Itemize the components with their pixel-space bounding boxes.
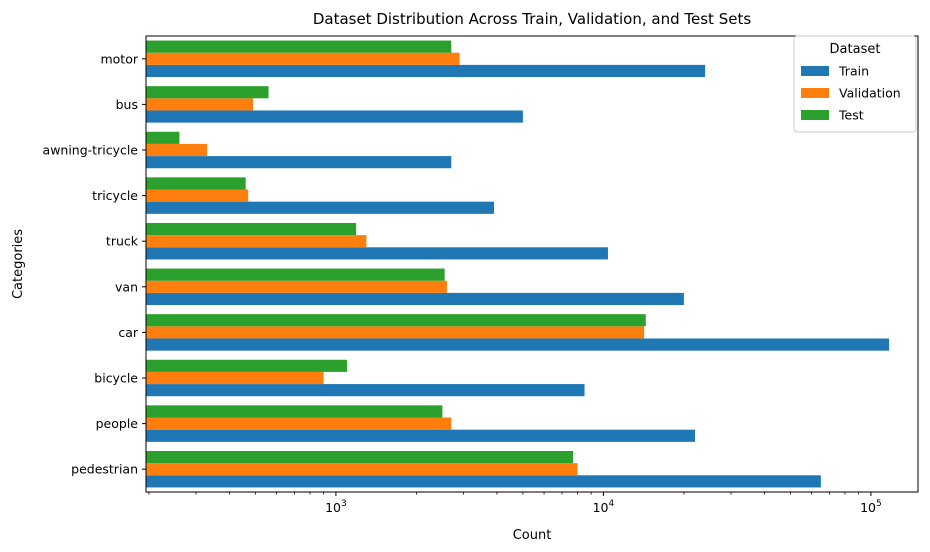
- bar-awning-tricycle-validation: [146, 143, 208, 157]
- bar-awning-tricycle-train: [146, 156, 452, 169]
- ticks-group: pedestrian people bicycle car van truck tricyc…: [43, 51, 882, 515]
- y-tick-label: pedestrian: [71, 462, 138, 477]
- y-tick-label: bus: [116, 97, 138, 112]
- y-tick-label: awning-tricycle: [43, 143, 139, 158]
- legend-swatch-validation: [801, 88, 829, 98]
- axes-group: [145, 35, 919, 493]
- bar-tricycle-validation: [146, 189, 249, 202]
- y-tick-label: bicycle: [94, 371, 138, 386]
- bar-people-test: [146, 405, 443, 418]
- legend-label-train: Train: [838, 64, 869, 79]
- bar-van-train: [146, 292, 684, 306]
- y-tick-label: car: [118, 325, 139, 340]
- bar-truck-train: [146, 247, 608, 260]
- bar-pedestrian-validation: [146, 463, 578, 476]
- bar-car-test: [146, 314, 646, 327]
- legend-swatch-test: [801, 110, 829, 120]
- bar-bus-validation: [146, 98, 254, 111]
- legend-frame: [793, 35, 917, 133]
- legend-swatch-train: [801, 66, 829, 76]
- x-axis-label: Count: [513, 528, 552, 543]
- bars-group: [146, 40, 890, 488]
- legend-label-test: Test: [838, 108, 864, 123]
- bar-tricycle-test: [146, 177, 246, 190]
- legend-title: Dataset: [830, 42, 881, 57]
- bar-car-train: [146, 338, 890, 351]
- bar-van-test: [146, 268, 445, 281]
- x-tick-label: 103: [325, 499, 347, 515]
- bar-truck-validation: [146, 235, 367, 248]
- bar-tricycle-train: [146, 201, 495, 214]
- bar-pedestrian-test: [146, 450, 574, 464]
- bar-truck-test: [146, 222, 357, 236]
- bar-bicycle-validation: [146, 371, 324, 385]
- x-tick-label: 104: [593, 499, 615, 515]
- y-axis-label: Categories: [11, 229, 26, 299]
- bar-bus-test: [146, 86, 269, 99]
- y-tick-label: motor: [100, 51, 138, 66]
- bar-motor-validation: [146, 52, 460, 65]
- bar-van-validation: [146, 280, 447, 293]
- bar-people-validation: [146, 417, 452, 430]
- y-tick-label: truck: [106, 234, 139, 249]
- chart-title: Dataset Distribution Across Train, Valid…: [313, 10, 752, 28]
- x-tick-label: 105: [860, 499, 882, 515]
- bar-awning-tricycle-test: [146, 131, 180, 144]
- y-tick-label: tricycle: [92, 188, 138, 203]
- bar-motor-train: [146, 64, 706, 78]
- y-tick-label: van: [115, 279, 138, 294]
- bar-car-validation: [146, 326, 645, 339]
- bar-bicycle-test: [146, 359, 347, 372]
- legend: Dataset Train Validation Test: [793, 35, 917, 133]
- bar-people-train: [146, 429, 695, 442]
- bar-bus-train: [146, 110, 523, 123]
- bar-motor-test: [146, 40, 452, 53]
- bar-bicycle-train: [146, 384, 585, 397]
- plot-frame: [145, 35, 919, 493]
- legend-label-validation: Validation: [839, 86, 901, 101]
- y-tick-label: people: [96, 416, 139, 431]
- bar-pedestrian-train: [146, 475, 821, 488]
